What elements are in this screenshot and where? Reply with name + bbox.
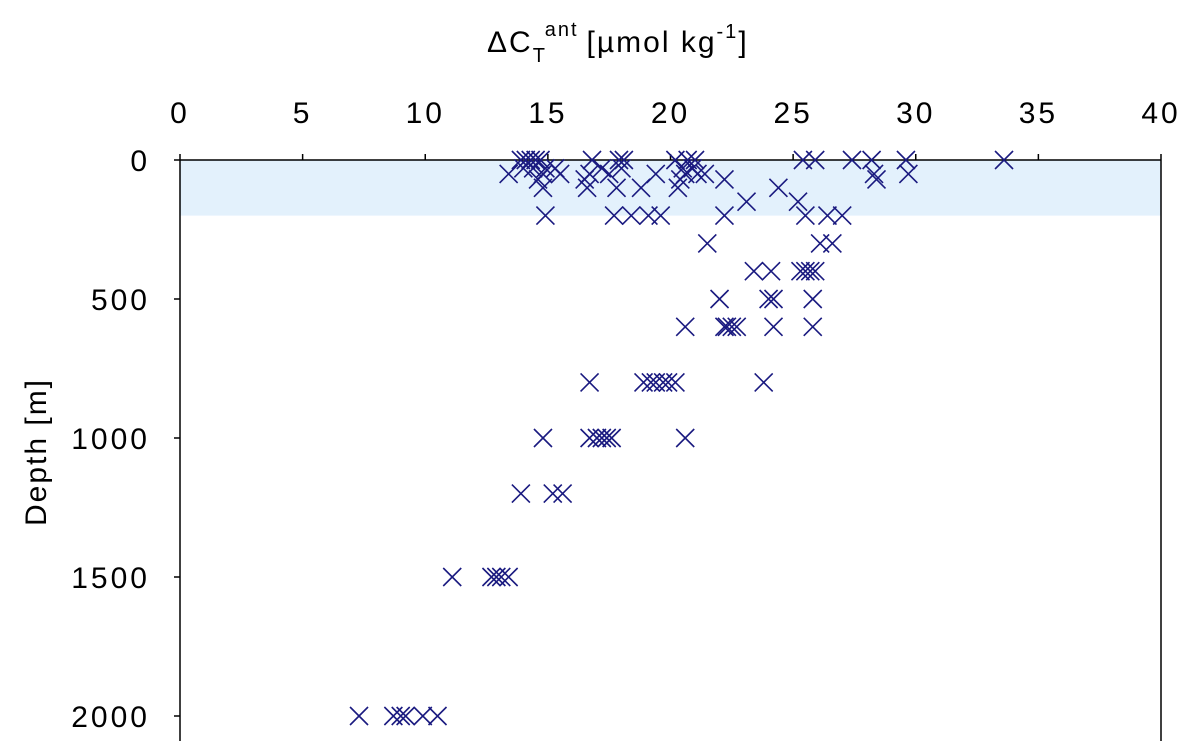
x-tick-label: 35	[1019, 97, 1058, 130]
data-point	[534, 429, 552, 447]
data-point	[593, 429, 611, 447]
data-point	[603, 429, 621, 447]
y-tick-label: 0	[130, 145, 150, 178]
x-axis-title-units: [µmol kg	[587, 26, 717, 59]
data-point	[765, 290, 783, 308]
data-point	[598, 429, 616, 447]
y-tick-label: 1500	[71, 562, 150, 595]
data-point	[676, 318, 694, 336]
x-tick-label: 10	[406, 97, 445, 130]
data-point	[762, 262, 780, 280]
shaded-band	[180, 160, 1161, 216]
x-tick-label: 15	[528, 97, 567, 130]
data-point	[512, 485, 530, 503]
x-axis-title-main: ΔC	[487, 26, 533, 59]
x-axis-title-units-end: ]	[738, 26, 748, 59]
x-tick-label: 20	[651, 97, 690, 130]
data-point	[482, 568, 500, 586]
y-axis-title: Depth [m]	[20, 378, 53, 526]
x-axis-title-units-sup: -1	[717, 21, 739, 43]
data-point	[397, 707, 415, 725]
y-tick-label: 500	[91, 284, 150, 317]
x-axis-title-sub: T	[533, 45, 545, 67]
data-point	[804, 318, 822, 336]
x-tick-label: 0	[170, 97, 190, 130]
data-point	[676, 429, 694, 447]
data-point	[745, 262, 763, 280]
data-point	[698, 234, 716, 252]
data-point	[728, 318, 746, 336]
x-axis-title: ΔCTant [µmol kg-1]	[487, 19, 749, 67]
x-axis-title-sup: ant	[545, 19, 579, 41]
data-point	[711, 290, 729, 308]
y-tick-label: 1000	[71, 423, 150, 456]
x-tick-label: 5	[293, 97, 313, 130]
data-point	[806, 262, 824, 280]
data-point	[581, 373, 599, 391]
data-point	[443, 568, 461, 586]
x-tick-label: 40	[1141, 97, 1180, 130]
data-point	[804, 290, 822, 308]
data-point	[718, 318, 736, 336]
data-point	[760, 290, 778, 308]
data-point	[823, 234, 841, 252]
y-tick-label: 2000	[71, 701, 150, 734]
data-point	[554, 485, 572, 503]
data-point	[765, 318, 783, 336]
data-point	[414, 707, 432, 725]
data-point	[796, 262, 814, 280]
data-point	[755, 373, 773, 391]
x-tick-label: 30	[896, 97, 935, 130]
data-point	[350, 707, 368, 725]
data-point	[791, 262, 809, 280]
data-point	[801, 262, 819, 280]
data-point	[544, 485, 562, 503]
data-point	[429, 707, 447, 725]
x-tick-label: 25	[773, 97, 812, 130]
